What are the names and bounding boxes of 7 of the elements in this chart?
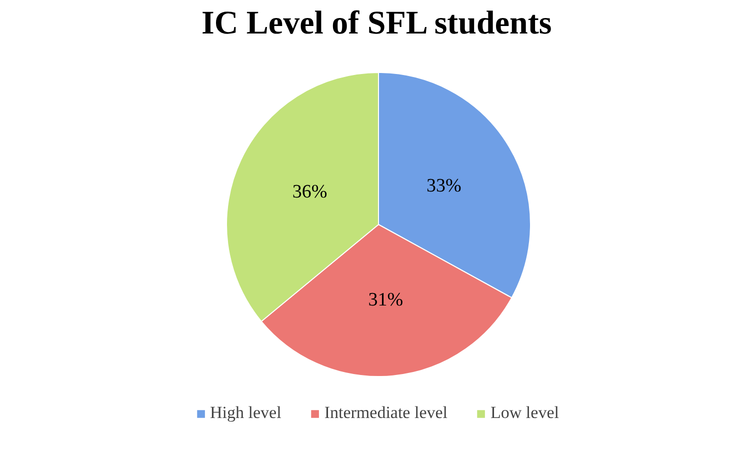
chart-title: IC Level of SFL students	[201, 6, 552, 42]
legend-label: Intermediate level	[324, 403, 448, 423]
data-label: 31%	[368, 290, 404, 311]
legend-label: High level	[210, 403, 282, 423]
data-label: 33%	[426, 175, 462, 196]
data-label: 36%	[292, 182, 328, 203]
legend-label: Low level	[490, 403, 559, 423]
